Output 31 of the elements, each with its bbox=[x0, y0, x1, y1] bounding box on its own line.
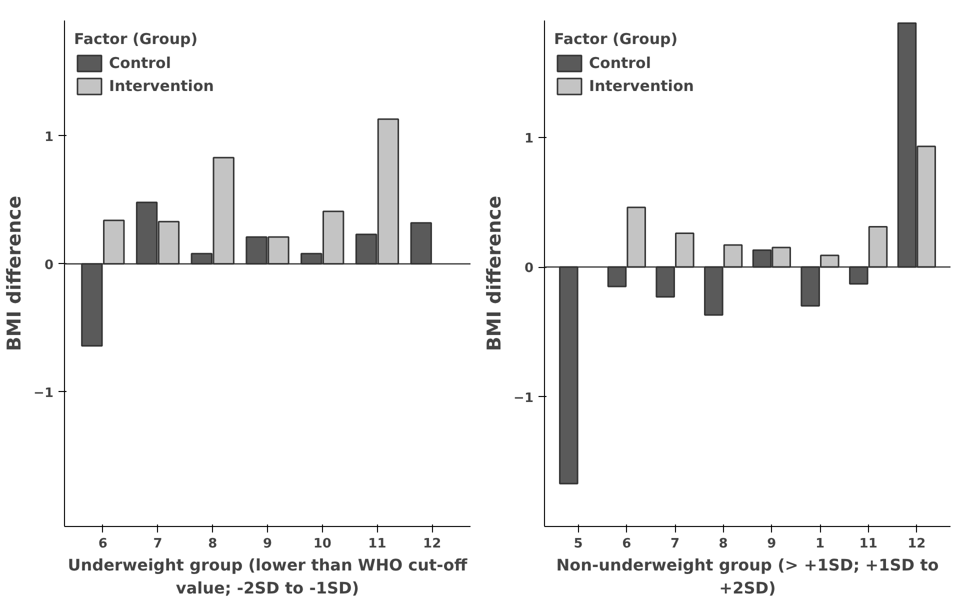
y-axis-title: BMI difference bbox=[4, 196, 26, 352]
x-tick-label: 6 bbox=[98, 536, 108, 552]
legend-label: Control bbox=[109, 54, 172, 72]
x-tick-label: 11 bbox=[859, 536, 878, 552]
legend-title: Factor (Group) bbox=[554, 30, 679, 48]
y-tick-label: −1 bbox=[514, 390, 534, 406]
x-tick-label: 12 bbox=[908, 536, 926, 552]
legend-title: Factor (Group) bbox=[74, 30, 199, 48]
x-tick-label: 6 bbox=[622, 536, 632, 552]
x-tick-label: 11 bbox=[368, 536, 386, 552]
x-tick-label: 12 bbox=[423, 536, 442, 552]
legend-label: Intervention bbox=[109, 77, 214, 95]
x-axis-title: Non-underweight group (> +1SD; +1SD to +2SD) bbox=[556, 556, 939, 598]
x-tick-label: 7 bbox=[670, 536, 680, 552]
x-tick-label: 8 bbox=[718, 536, 728, 552]
y-tick-label: 0 bbox=[44, 258, 54, 273]
x-tick-label: 9 bbox=[262, 536, 272, 552]
x-tick-label: 1 bbox=[815, 536, 825, 552]
x-tick-label: 5 bbox=[574, 536, 583, 552]
x-tick-label: 8 bbox=[208, 536, 218, 552]
x-tick-label: 9 bbox=[767, 536, 776, 552]
x-axis-title: Underweight group (lower than WHO cut-off value; -2SD to -1SD) bbox=[68, 556, 468, 598]
y-tick-label: 1 bbox=[524, 131, 534, 146]
x-tick-label: 7 bbox=[153, 536, 162, 552]
y-tick-label: 1 bbox=[44, 130, 54, 145]
y-axis-title: BMI difference bbox=[484, 196, 506, 352]
y-tick-label: 0 bbox=[524, 261, 534, 276]
x-tick-label: 10 bbox=[313, 536, 332, 552]
legend-label: Control bbox=[589, 54, 652, 72]
legend-label: Intervention bbox=[589, 77, 694, 95]
y-tick-label: −1 bbox=[34, 386, 54, 401]
